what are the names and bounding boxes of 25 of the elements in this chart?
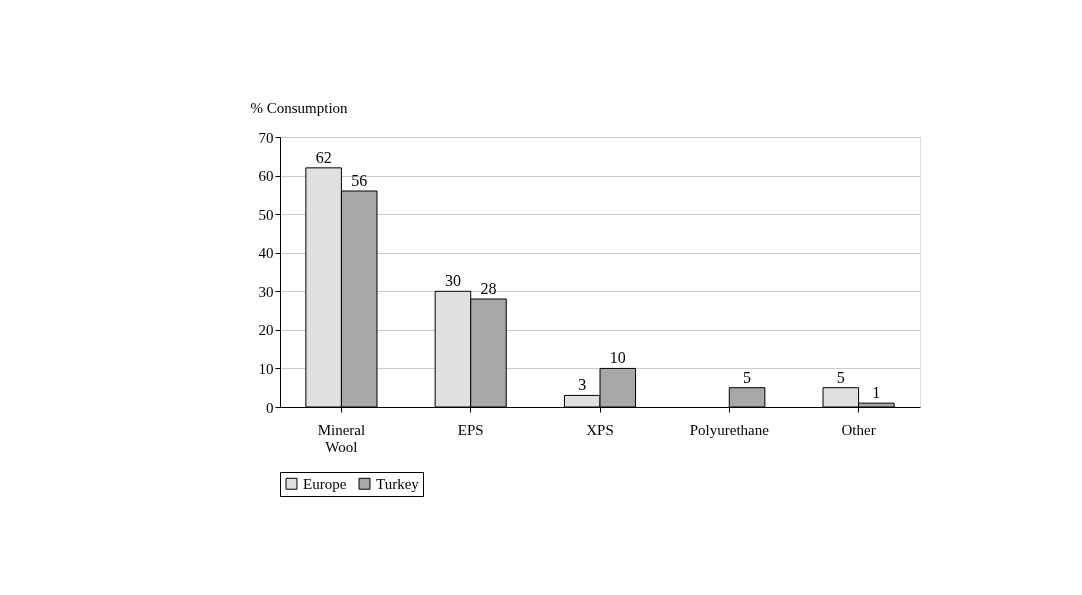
y-tick-label: 20: [258, 322, 274, 339]
y-tick-label: 60: [258, 168, 274, 185]
legend-label: Turkey: [376, 475, 420, 492]
y-tick-label: 70: [258, 129, 274, 146]
y-axis-title: % Consumption: [250, 99, 349, 116]
data-label: 5: [743, 368, 752, 386]
y-tick-label: 50: [258, 206, 274, 223]
y-tick-label: 10: [258, 360, 274, 377]
data-label: 30: [444, 272, 461, 290]
data-label: 62: [315, 148, 332, 166]
data-label: 1: [872, 384, 881, 402]
legend-label: Europe: [303, 475, 347, 492]
y-tick-label: 30: [258, 283, 274, 300]
data-label: 10: [609, 349, 626, 367]
x-tick-label: Other: [841, 421, 876, 438]
y-tick-label: 40: [258, 245, 274, 262]
x-tick-label: XPS: [586, 421, 614, 438]
data-label: 5: [836, 368, 845, 386]
data-label: 3: [578, 376, 587, 394]
x-tick-label: Polyurethane: [689, 421, 770, 438]
x-tick-label: Mineral Wool: [317, 421, 366, 455]
y-tick-label: 0: [266, 399, 274, 416]
data-label: 56: [351, 172, 368, 189]
data-label: 28: [480, 280, 497, 297]
x-tick-label: EPS: [457, 421, 484, 438]
